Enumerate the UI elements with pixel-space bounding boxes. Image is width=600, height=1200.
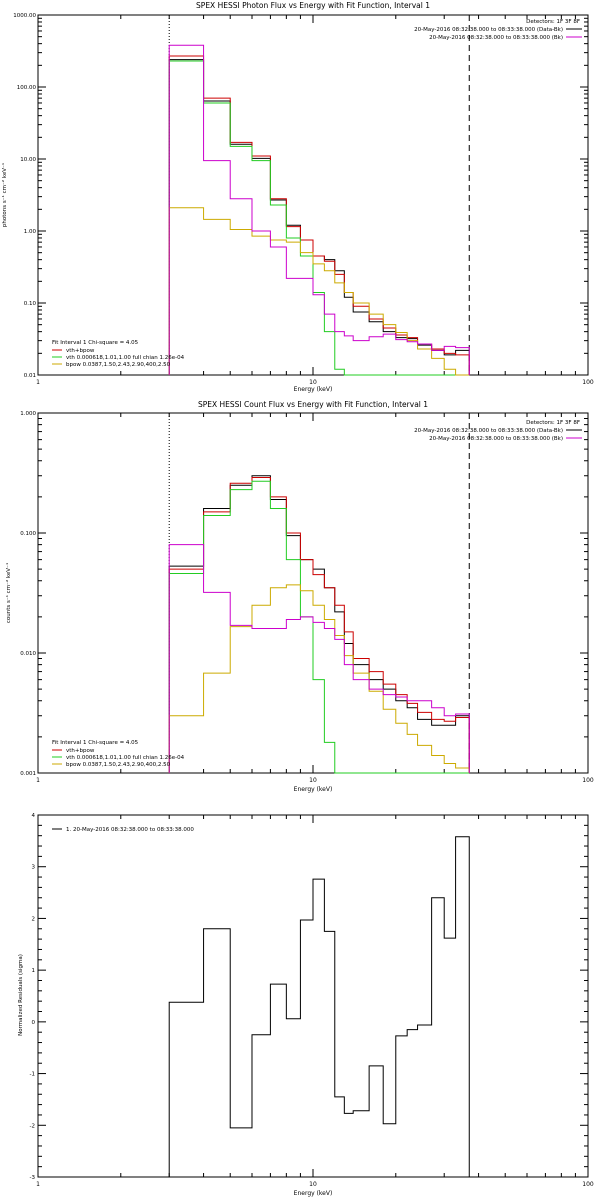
legend-entry-bpow: bpow 0.0387,1.50,2.43,2.90,400,2.50 [66, 362, 171, 368]
x-tick-label: 10 [309, 777, 317, 784]
x-tick-label: 1 [36, 1181, 40, 1188]
series-vth-line [168, 480, 470, 774]
chart-title: SPEX HESSI Photon Flux vs Energy with Fi… [196, 1, 430, 10]
x-tick-label: 1 [36, 379, 40, 386]
y-tick-label: 1.00 [24, 229, 37, 235]
count-flux-chart: SPEX HESSI Count Flux vs Energy with Fit… [5, 400, 594, 793]
x-axis-label: Energy (keV) [294, 386, 333, 393]
series-fit_total-line [168, 55, 470, 375]
y-tick-label: 2 [32, 916, 36, 922]
legend-entry-residuals: 1. 20-May-2016 08:32:38.000 to 08:33:38.… [66, 827, 194, 833]
series-bpow-line [168, 207, 470, 376]
series-group [168, 413, 470, 774]
legend-top-entry-bk: 20-May-2016 08:32:38.000 to 08:33:38.000… [429, 436, 563, 442]
fit-header: Fit Interval 1 Chi-square = 4.05 [52, 340, 139, 346]
series-data-line [168, 59, 470, 375]
y-tick-label: 10.00 [20, 157, 36, 163]
series-vth-line [168, 60, 470, 376]
x-tick-label: 1 [36, 777, 40, 784]
y-tick-label: 0.100 [20, 531, 36, 537]
y-tick-label: 0.10 [24, 301, 37, 307]
series-bpow-line [168, 584, 470, 773]
y-tick-label: 1 [32, 968, 36, 974]
series-group [168, 15, 470, 376]
series-bkg-line [168, 544, 470, 773]
residuals-chart: 1 10 100 -3 -2 -1 0 1 2 3 4 1. 20-May-2016 08:32:3… [18, 813, 594, 1197]
legend-bottom: Fit Interval 1 Chi-square = 4.05 vth+bpo… [52, 340, 185, 368]
x-tick-label: 10 [309, 1181, 317, 1188]
y-tick-label: -2 [30, 1123, 35, 1129]
y-axis-label: Normalized Residuals (sigma) [18, 954, 24, 1036]
x-axis-label: Energy (keV) [294, 1190, 333, 1197]
legend-top: 20-May-2016 08:32:38.000 to 08:33:38.000… [414, 27, 582, 41]
y-tick-label: -3 [30, 1175, 36, 1181]
x-tick-label: 10 [309, 379, 317, 386]
x-axis-label: Energy (keV) [294, 786, 333, 793]
y-tick-label: 4 [32, 813, 36, 819]
plot-frame [37, 814, 589, 1178]
legend-entry-fit-total: vth+bpow [66, 748, 95, 754]
x-tick-label: 100 [582, 777, 594, 784]
series-fit_total-line [168, 477, 470, 773]
detectors-label: Detectors: 1F 3F 8F [526, 19, 580, 25]
x-tick-label: 100 [582, 379, 594, 386]
y-axis-label: counts s⁻¹ cm⁻² keV⁻¹ [5, 563, 12, 623]
chart-title: SPEX HESSI Count Flux vs Energy with Fit… [198, 400, 428, 409]
legend-top: 20-May-2016 08:32:38.000 to 08:33:38.000… [414, 428, 582, 442]
legend-entry-bpow: bpow 0.0387,1.50,2.43,2.90,400,2.50 [66, 762, 171, 768]
legend-top-entry-bk: 20-May-2016 08:32:38.000 to 08:33:38.000… [429, 35, 563, 41]
detectors-label: Detectors: 1F 3F 8F [526, 420, 580, 426]
legend-entry-fit-total: vth+bpow [66, 348, 95, 354]
series-bkg-line [168, 44, 470, 375]
plot-frame [37, 14, 589, 376]
series-data-line [168, 475, 470, 773]
y-tick-label: 1000.00 [13, 13, 36, 19]
series-data-line [168, 836, 470, 1177]
y-tick-label: 0.010 [20, 651, 36, 657]
legend-entry-vth: vth 0.000618,1.01,1.00 full chian 1.26e-… [66, 355, 185, 361]
legend-bottom: Fit Interval 1 Chi-square = 4.05 vth+bpo… [52, 740, 185, 768]
legend-top-entry-data: 20-May-2016 08:32:38.000 to 08:33:38.000… [414, 27, 563, 33]
series-group [168, 836, 470, 1177]
y-tick-label: 3 [32, 865, 36, 871]
axis-ticks: 1 10 100 -3 -2 -1 0 1 2 3 4 [30, 813, 594, 1188]
legend: 1. 20-May-2016 08:32:38.000 to 08:33:38.… [52, 827, 194, 833]
axis-ticks: 1 10 100 0.001 0.010 0.100 1.000 [20, 411, 594, 784]
legend-top-entry-data: 20-May-2016 08:32:38.000 to 08:33:38.000… [414, 428, 563, 434]
y-tick-label: 100.00 [17, 85, 37, 91]
photon-flux-chart: SPEX HESSI Photon Flux vs Energy with Fi… [1, 1, 594, 393]
fit-header: Fit Interval 1 Chi-square = 4.05 [52, 740, 139, 746]
y-tick-label: -1 [30, 1072, 35, 1078]
y-tick-label: 0.01 [24, 373, 36, 379]
x-tick-label: 100 [582, 1181, 594, 1188]
axis-ticks: 1 10 100 0.01 0.10 1.00 10.00 100.00 1000.00 [13, 13, 594, 386]
legend-entry-vth: vth 0.000618,1.01,1.00 full chian 1.26e-… [66, 755, 185, 761]
y-tick-label: 0.001 [20, 771, 36, 777]
y-axis-label: photons s⁻¹ cm⁻² keV⁻¹ [1, 163, 8, 227]
y-tick-label: 0 [32, 1020, 36, 1026]
y-tick-label: 1.000 [20, 411, 36, 417]
